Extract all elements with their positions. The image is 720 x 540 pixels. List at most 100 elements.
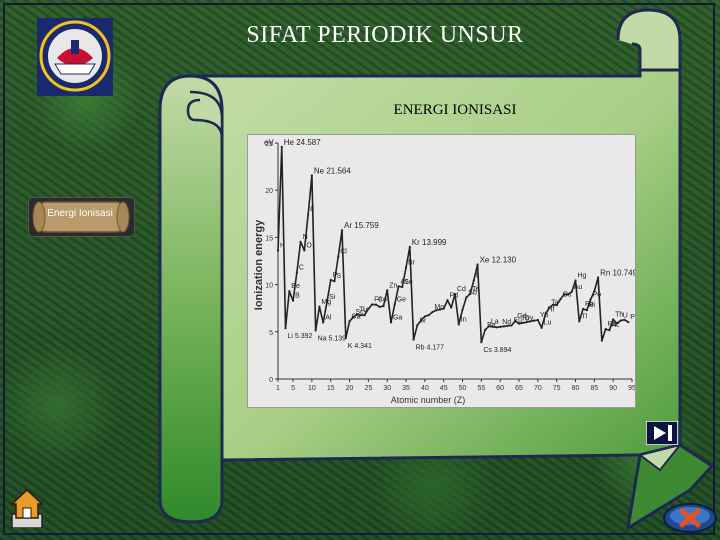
- ionization-energy-chart: eV Ionization energy Atomic number (Z) 1…: [253, 138, 639, 405]
- element-label: Sb: [468, 289, 477, 296]
- element-label: S: [336, 273, 341, 280]
- element-label: Dy: [525, 315, 534, 322]
- data-point: [401, 285, 404, 289]
- x-tick-label: 90: [609, 385, 617, 392]
- x-tick-label: 45: [440, 385, 448, 392]
- data-point: [295, 271, 298, 274]
- y-tick-label: 25: [265, 141, 273, 148]
- low-value-label: Li 5.392: [288, 333, 313, 340]
- data-point: [506, 324, 509, 327]
- data-point: [559, 298, 562, 301]
- data-point: [476, 263, 479, 266]
- energi-ionisasi-button[interactable]: [28, 197, 135, 237]
- data-point: [589, 298, 592, 301]
- element-label: Ca: [352, 313, 361, 320]
- data-point: [472, 279, 475, 282]
- element-label: Lu: [544, 320, 552, 327]
- data-point: [325, 300, 329, 304]
- element-label: Se: [404, 279, 413, 286]
- data-point: [382, 304, 385, 308]
- data-point: [299, 240, 302, 243]
- element-label: Hg: [578, 272, 587, 279]
- data-point: [435, 309, 438, 312]
- data-point: [555, 303, 558, 307]
- x-tick-label: 75: [553, 385, 561, 392]
- element-label: F: [310, 207, 314, 214]
- element-label: Pd: [449, 292, 458, 299]
- data-point: [442, 307, 445, 310]
- data-point: [585, 309, 588, 312]
- data-point: [551, 303, 555, 306]
- data-point: [404, 266, 408, 269]
- data-point: [548, 306, 551, 309]
- peak-label: Ne 21.564: [314, 166, 351, 175]
- home-button[interactable]: [8, 484, 46, 528]
- element-label: Co: [378, 297, 387, 304]
- data-point: [593, 290, 596, 293]
- house-icon: [10, 488, 44, 519]
- data-point: [352, 315, 355, 319]
- series-line: [277, 146, 629, 344]
- data-point: [371, 303, 374, 306]
- data-point: [461, 308, 464, 311]
- element-label: Cd: [457, 286, 466, 293]
- data-point: [608, 329, 611, 332]
- data-point: [408, 245, 411, 248]
- data-point: [581, 307, 585, 311]
- low-value-label: Rb 4.177: [416, 345, 445, 352]
- data-point: [284, 326, 287, 330]
- data-point: [416, 324, 419, 327]
- element-label: C: [299, 265, 304, 272]
- ionization-chart-panel: eV Ionization energy Atomic number (Z) 1…: [247, 134, 639, 408]
- data-point: [563, 293, 566, 296]
- data-point: [389, 321, 393, 324]
- peak-label: Ar 15.759: [344, 221, 379, 230]
- x-tick-label: 20: [346, 385, 354, 392]
- x-tick-label: 5: [291, 385, 295, 392]
- y-tick-label: 20: [265, 188, 273, 195]
- data-point: [374, 303, 378, 306]
- data-point: [307, 213, 310, 216]
- next-slide-button[interactable]: [646, 421, 678, 445]
- y-tick-label: 5: [269, 330, 273, 337]
- data-point: [612, 318, 615, 321]
- element-label: Mg: [321, 299, 331, 306]
- data-point: [491, 325, 494, 328]
- data-point: [420, 319, 423, 322]
- data-point: [619, 319, 622, 322]
- element-label: Os: [562, 291, 571, 298]
- element-label: Al: [325, 314, 332, 321]
- element-label: B: [295, 293, 300, 300]
- data-point: [495, 326, 498, 329]
- energi-ionisasi-button-label: Energi Ionisasi: [47, 208, 113, 219]
- data-point: [348, 320, 351, 323]
- data-point: [359, 314, 362, 317]
- x-tick-label: 10: [308, 385, 316, 392]
- data-point: [288, 290, 291, 293]
- x-tick-label: 25: [364, 385, 372, 392]
- data-point: [337, 255, 340, 258]
- data-point: [423, 315, 426, 318]
- element-label: Ac: [611, 322, 620, 329]
- data-point: [355, 313, 359, 316]
- data-point: [468, 292, 472, 296]
- element-label: Gd: [517, 313, 526, 320]
- data-point: [525, 321, 528, 324]
- data-point: [540, 326, 543, 329]
- element-label: As: [401, 278, 410, 285]
- data-point: [484, 328, 487, 331]
- x-axis-label: Atomic number (Z): [391, 395, 466, 405]
- x-tick-label: 40: [421, 385, 429, 392]
- element-label: Ti: [359, 307, 365, 314]
- y-tick-label: 10: [265, 283, 273, 290]
- exit-button[interactable]: [662, 502, 718, 534]
- x-tick-label: 30: [383, 385, 391, 392]
- data-point: [532, 319, 536, 322]
- data-point: [363, 313, 366, 317]
- element-label: Ta: [551, 300, 559, 307]
- data-point: [510, 324, 513, 327]
- peak-label: Kr 13.999: [412, 238, 447, 247]
- element-label: O: [306, 242, 312, 249]
- data-point: [291, 299, 295, 302]
